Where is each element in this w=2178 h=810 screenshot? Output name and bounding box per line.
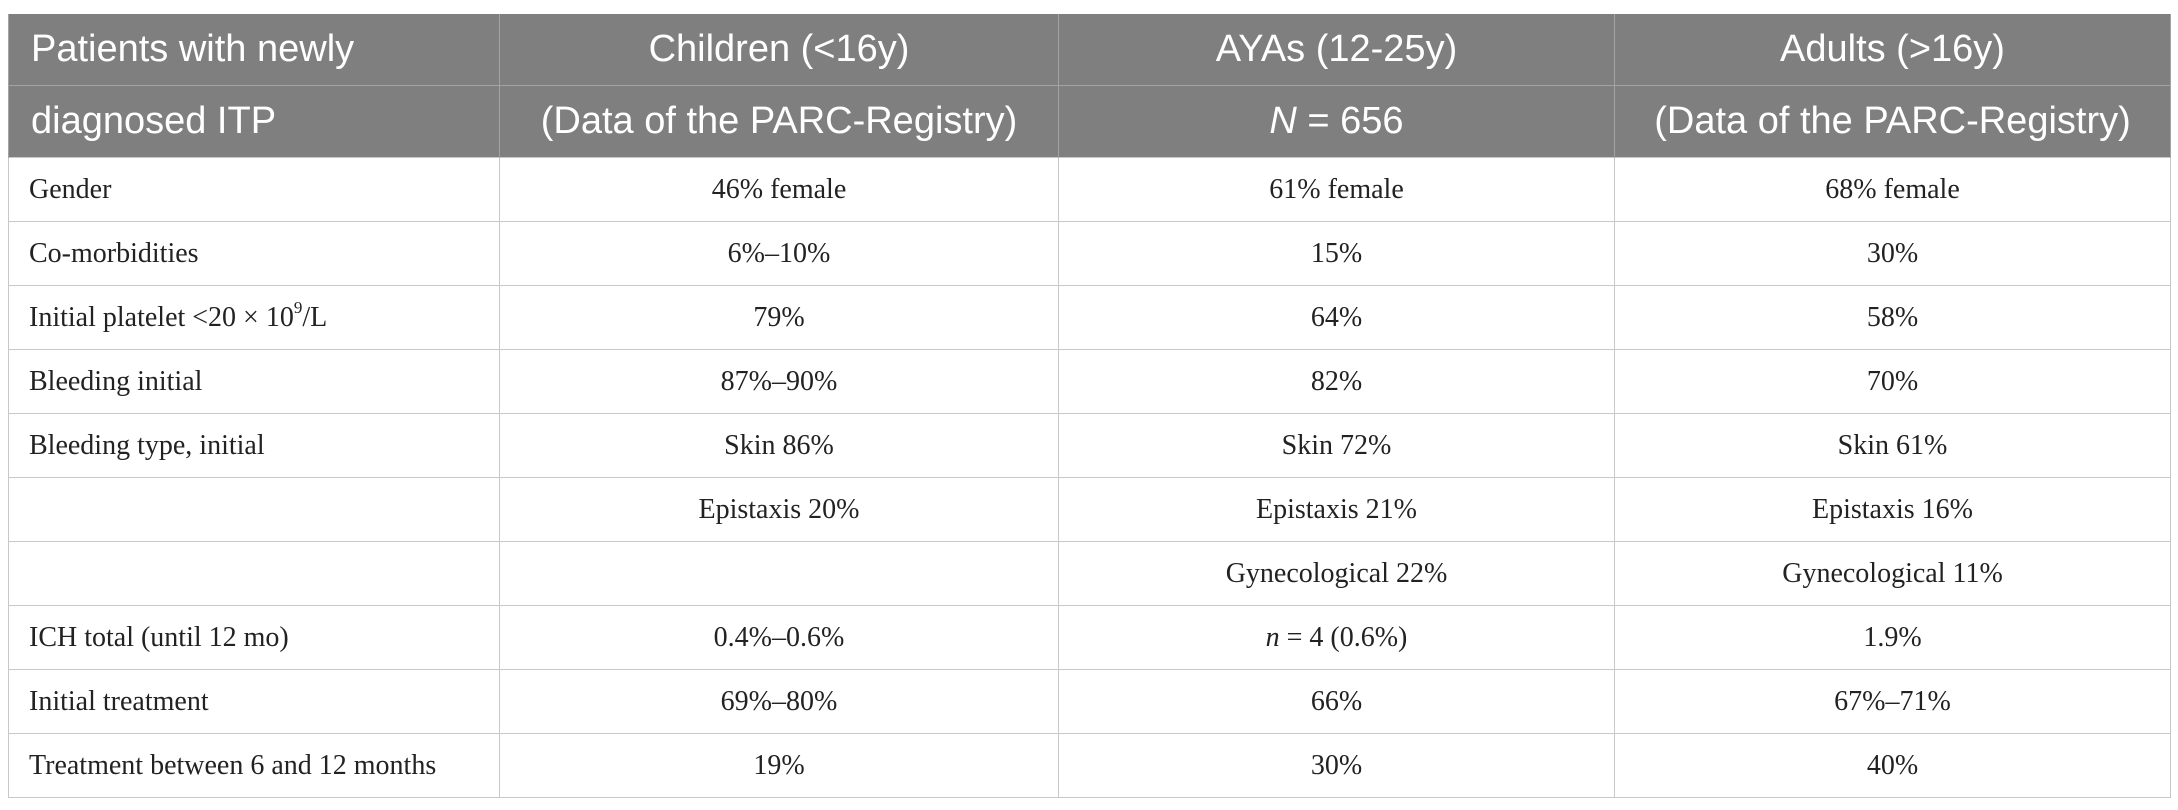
- row-label: Initial platelet <20 × 109/L: [8, 285, 500, 350]
- cell-children: Skin 86%: [499, 413, 1059, 478]
- header-patients-line1: Patients with newly: [8, 14, 500, 86]
- table-row: Gynecological 22% Gynecological 11%: [8, 541, 2171, 606]
- row-label: Bleeding initial: [8, 349, 500, 414]
- cell-children: 0.4%–0.6%: [499, 605, 1059, 670]
- cell-ayas: 82%: [1058, 349, 1615, 414]
- cell-ayas: 64%: [1058, 285, 1615, 350]
- table-row: Co-morbidities 6%–10% 15% 30%: [8, 221, 2171, 286]
- cell-ayas: n = 4 (0.6%): [1058, 605, 1615, 670]
- cell-children: 87%–90%: [499, 349, 1059, 414]
- row-label: [8, 477, 500, 542]
- cell-children: 19%: [499, 733, 1059, 798]
- row-label-unit: /L: [302, 301, 328, 333]
- cell-adults: 58%: [1614, 285, 2171, 350]
- cell-adults: 67%–71%: [1614, 669, 2171, 734]
- table-header: Patients with newly Children (<16y) AYAs…: [8, 14, 2171, 158]
- cell-ayas: 30%: [1058, 733, 1615, 798]
- cell-ayas: Gynecological 22%: [1058, 541, 1615, 606]
- header-ayas-count-value: = 656: [1296, 100, 1404, 142]
- row-label: Treatment between 6 and 12 months: [8, 733, 500, 798]
- header-children-source: (Data of the PARC-Registry): [499, 85, 1059, 158]
- cell-children: 46% female: [499, 157, 1059, 222]
- row-label-main: Initial platelet <20 × 10: [29, 301, 294, 333]
- table-row: ICH total (until 12 mo) 0.4%–0.6% n = 4 …: [8, 605, 2171, 670]
- table-row: Epistaxis 20% Epistaxis 21% Epistaxis 16…: [8, 477, 2171, 542]
- header-patients-line2: diagnosed ITP: [8, 85, 500, 158]
- row-label: Initial treatment: [8, 669, 500, 734]
- row-label: Bleeding type, initial: [8, 413, 500, 478]
- header-ayas-count: N = 656: [1058, 85, 1615, 158]
- itp-comparison-table: Patients with newly Children (<16y) AYAs…: [8, 14, 2171, 798]
- cell-adults: Skin 61%: [1614, 413, 2171, 478]
- row-label: Gender: [8, 157, 500, 222]
- cell-ayas: 15%: [1058, 221, 1615, 286]
- cell-adults: 70%: [1614, 349, 2171, 414]
- cell-adults: Epistaxis 16%: [1614, 477, 2171, 542]
- row-label: ICH total (until 12 mo): [8, 605, 500, 670]
- table-row: Bleeding initial 87%–90% 82% 70%: [8, 349, 2171, 414]
- row-label: Co-morbidities: [8, 221, 500, 286]
- cell-adults: 30%: [1614, 221, 2171, 286]
- itp-comparison-table-container: Patients with newly Children (<16y) AYAs…: [8, 14, 2171, 798]
- header-adults-label: Adults (>16y): [1614, 14, 2171, 86]
- table-row: Treatment between 6 and 12 months 19% 30…: [8, 733, 2171, 798]
- row-label: [8, 541, 500, 606]
- cell-children: 79%: [499, 285, 1059, 350]
- cell-ayas-value: = 4 (0.6%): [1279, 621, 1408, 653]
- table-row: Initial treatment 69%–80% 66% 67%–71%: [8, 669, 2171, 734]
- header-row-2: diagnosed ITP (Data of the PARC-Registry…: [8, 85, 2171, 158]
- cell-ayas: 66%: [1058, 669, 1615, 734]
- cell-ayas: Skin 72%: [1058, 413, 1615, 478]
- cell-ayas: Epistaxis 21%: [1058, 477, 1615, 542]
- cell-adults: 40%: [1614, 733, 2171, 798]
- cell-adults: 68% female: [1614, 157, 2171, 222]
- cell-adults: 1.9%: [1614, 605, 2171, 670]
- table-row: Gender 46% female 61% female 68% female: [8, 157, 2171, 222]
- header-children-label: Children (<16y): [499, 14, 1059, 86]
- header-ayas-label: AYAs (12-25y): [1058, 14, 1615, 86]
- header-ayas-count-var: N: [1269, 100, 1297, 142]
- cell-children: [499, 541, 1059, 606]
- cell-ayas: 61% female: [1058, 157, 1615, 222]
- table-body: Gender 46% female 61% female 68% female …: [8, 157, 2171, 798]
- row-label-exponent: 9: [293, 298, 303, 318]
- table-row: Bleeding type, initial Skin 86% Skin 72%…: [8, 413, 2171, 478]
- header-row-1: Patients with newly Children (<16y) AYAs…: [8, 14, 2171, 86]
- cell-children: Epistaxis 20%: [499, 477, 1059, 542]
- cell-ayas-var: n: [1265, 621, 1280, 653]
- table-row: Initial platelet <20 × 109/L 79% 64% 58%: [8, 285, 2171, 350]
- cell-adults: Gynecological 11%: [1614, 541, 2171, 606]
- cell-children: 6%–10%: [499, 221, 1059, 286]
- header-adults-source: (Data of the PARC-Registry): [1614, 85, 2171, 158]
- cell-children: 69%–80%: [499, 669, 1059, 734]
